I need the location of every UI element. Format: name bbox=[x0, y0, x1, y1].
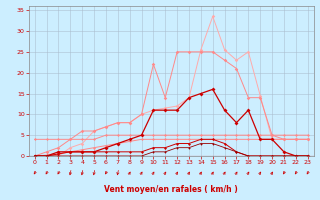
X-axis label: Vent moyen/en rafales ( km/h ): Vent moyen/en rafales ( km/h ) bbox=[104, 185, 238, 194]
